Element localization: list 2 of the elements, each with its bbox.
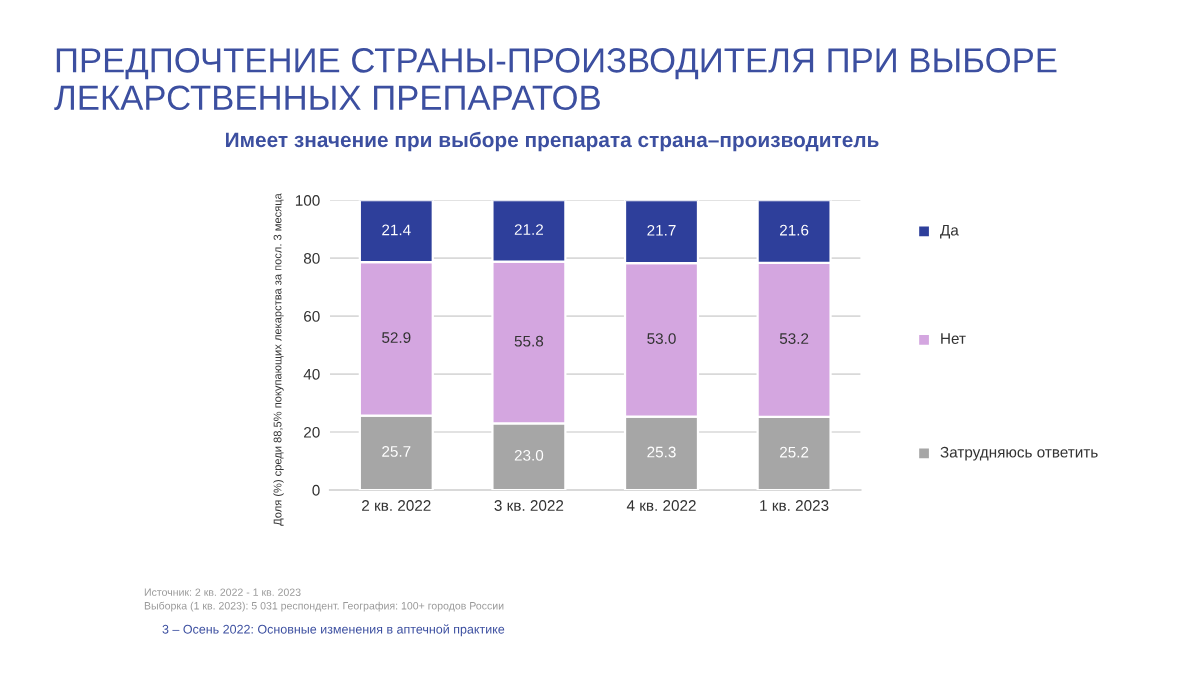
chart-subtitle: Имеет значение при выборе препарата страна–производитель xyxy=(226,131,879,152)
chart-title: ПРЕДПОЧТЕНИЕ СТРАНЫ-ПРОИЗВОДИТЕЛЯ ПРИ ВЫБОРЕ ЛЕКАРСТВЕННЫХ ПРЕПАРАТОВ xyxy=(54,48,1057,111)
